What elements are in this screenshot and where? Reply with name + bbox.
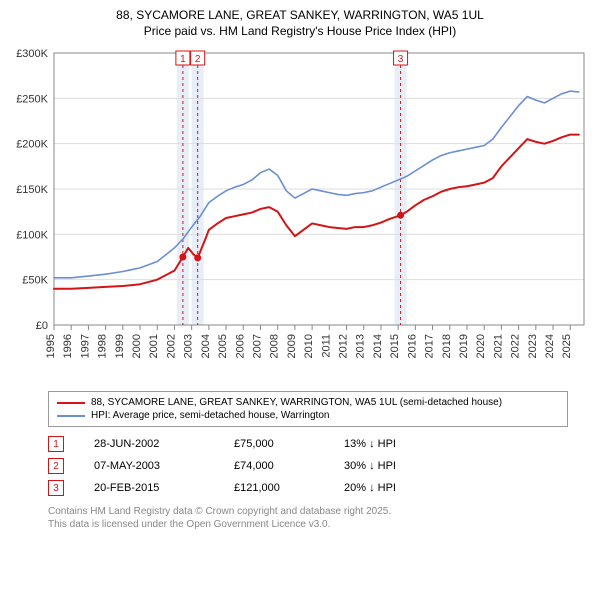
svg-text:£0: £0 (36, 320, 48, 332)
sale-event-date: 07-MAY-2003 (94, 460, 204, 472)
sale-event-badge: 1 (48, 436, 64, 452)
legend-label: HPI: Average price, semi-detached house,… (91, 410, 329, 421)
svg-text:2003: 2003 (183, 334, 195, 358)
svg-text:2023: 2023 (527, 334, 539, 358)
chart-area: £0 £50K £100K £150K £200K £250K £300K 1995 1996 1… (8, 45, 592, 385)
svg-text:2004: 2004 (200, 334, 212, 358)
svg-text:2011: 2011 (320, 334, 332, 358)
svg-text:£100K: £100K (16, 230, 48, 242)
svg-text:2002: 2002 (165, 334, 177, 358)
svg-text:2013: 2013 (355, 334, 367, 358)
legend-label: 88, SYCAMORE LANE, GREAT SANKEY, WARRING… (91, 397, 502, 408)
svg-text:2022: 2022 (510, 334, 522, 358)
svg-text:1997: 1997 (79, 334, 91, 358)
svg-text:1999: 1999 (114, 334, 126, 358)
sale-event-price: £75,000 (234, 438, 314, 450)
sale-events-table: 1 28-JUN-2002 £75,000 13% ↓ HPI 2 07-MAY-2003… (48, 433, 592, 499)
svg-text:£50K: £50K (22, 275, 48, 287)
sale-event-row: 3 20-FEB-2015 £121,000 20% ↓ HPI (48, 477, 592, 499)
svg-text:1996: 1996 (62, 334, 74, 358)
svg-text:£300K: £300K (16, 48, 48, 60)
svg-text:2019: 2019 (458, 334, 470, 358)
title-line-1: 88, SYCAMORE LANE, GREAT SANKEY, WARRING… (8, 8, 592, 24)
sale-event-diff: 20% ↓ HPI (344, 482, 434, 494)
svg-text:2017: 2017 (424, 334, 436, 358)
svg-text:2001: 2001 (148, 334, 160, 358)
chart-title: 88, SYCAMORE LANE, GREAT SANKEY, WARRING… (8, 8, 592, 39)
sale-event-badge: 2 (48, 458, 64, 474)
sale-event-row: 2 07-MAY-2003 £74,000 30% ↓ HPI (48, 455, 592, 477)
footer-line-2: This data is licensed under the Open Gov… (48, 518, 592, 531)
svg-text:£200K: £200K (16, 139, 48, 151)
sale-event-row: 1 28-JUN-2002 £75,000 13% ↓ HPI (48, 433, 592, 455)
svg-text:2005: 2005 (217, 334, 229, 358)
legend-swatch (57, 402, 85, 404)
svg-text:£150K: £150K (16, 184, 48, 196)
svg-text:1995: 1995 (45, 334, 57, 358)
sale-event-diff: 30% ↓ HPI (344, 460, 434, 472)
svg-text:2024: 2024 (544, 334, 556, 358)
footer-line-1: Contains HM Land Registry data © Crown c… (48, 505, 592, 518)
legend-row: 88, SYCAMORE LANE, GREAT SANKEY, WARRING… (57, 396, 559, 409)
svg-text:2010: 2010 (303, 334, 315, 358)
legend-swatch (57, 415, 85, 417)
sale-event-badge: 3 (48, 480, 64, 496)
sale-event-price: £74,000 (234, 460, 314, 472)
sale-event-price: £121,000 (234, 482, 314, 494)
legend-row: HPI: Average price, semi-detached house,… (57, 409, 559, 422)
sale-event-diff: 13% ↓ HPI (344, 438, 434, 450)
title-line-2: Price paid vs. HM Land Registry's House … (8, 24, 592, 40)
footer-attribution: Contains HM Land Registry data © Crown c… (48, 505, 592, 531)
svg-text:£250K: £250K (16, 94, 48, 106)
svg-text:1998: 1998 (97, 334, 109, 358)
svg-text:2015: 2015 (389, 334, 401, 358)
svg-text:2020: 2020 (475, 334, 487, 358)
svg-text:3: 3 (398, 54, 404, 65)
svg-text:2016: 2016 (406, 334, 418, 358)
svg-text:2008: 2008 (269, 334, 281, 358)
svg-text:2014: 2014 (372, 334, 384, 358)
svg-text:2025: 2025 (561, 334, 573, 358)
svg-text:1: 1 (180, 54, 186, 65)
svg-text:2: 2 (195, 54, 201, 65)
svg-text:2021: 2021 (492, 334, 504, 358)
svg-text:2006: 2006 (234, 334, 246, 358)
svg-text:2012: 2012 (338, 334, 350, 358)
svg-text:2000: 2000 (131, 334, 143, 358)
svg-text:2007: 2007 (251, 334, 263, 358)
svg-text:2018: 2018 (441, 334, 453, 358)
sale-event-date: 28-JUN-2002 (94, 438, 204, 450)
line-chart: £0 £50K £100K £150K £200K £250K £300K 1995 1996 1… (8, 45, 592, 385)
sale-event-date: 20-FEB-2015 (94, 482, 204, 494)
legend: 88, SYCAMORE LANE, GREAT SANKEY, WARRING… (48, 391, 568, 427)
svg-text:2009: 2009 (286, 334, 298, 358)
